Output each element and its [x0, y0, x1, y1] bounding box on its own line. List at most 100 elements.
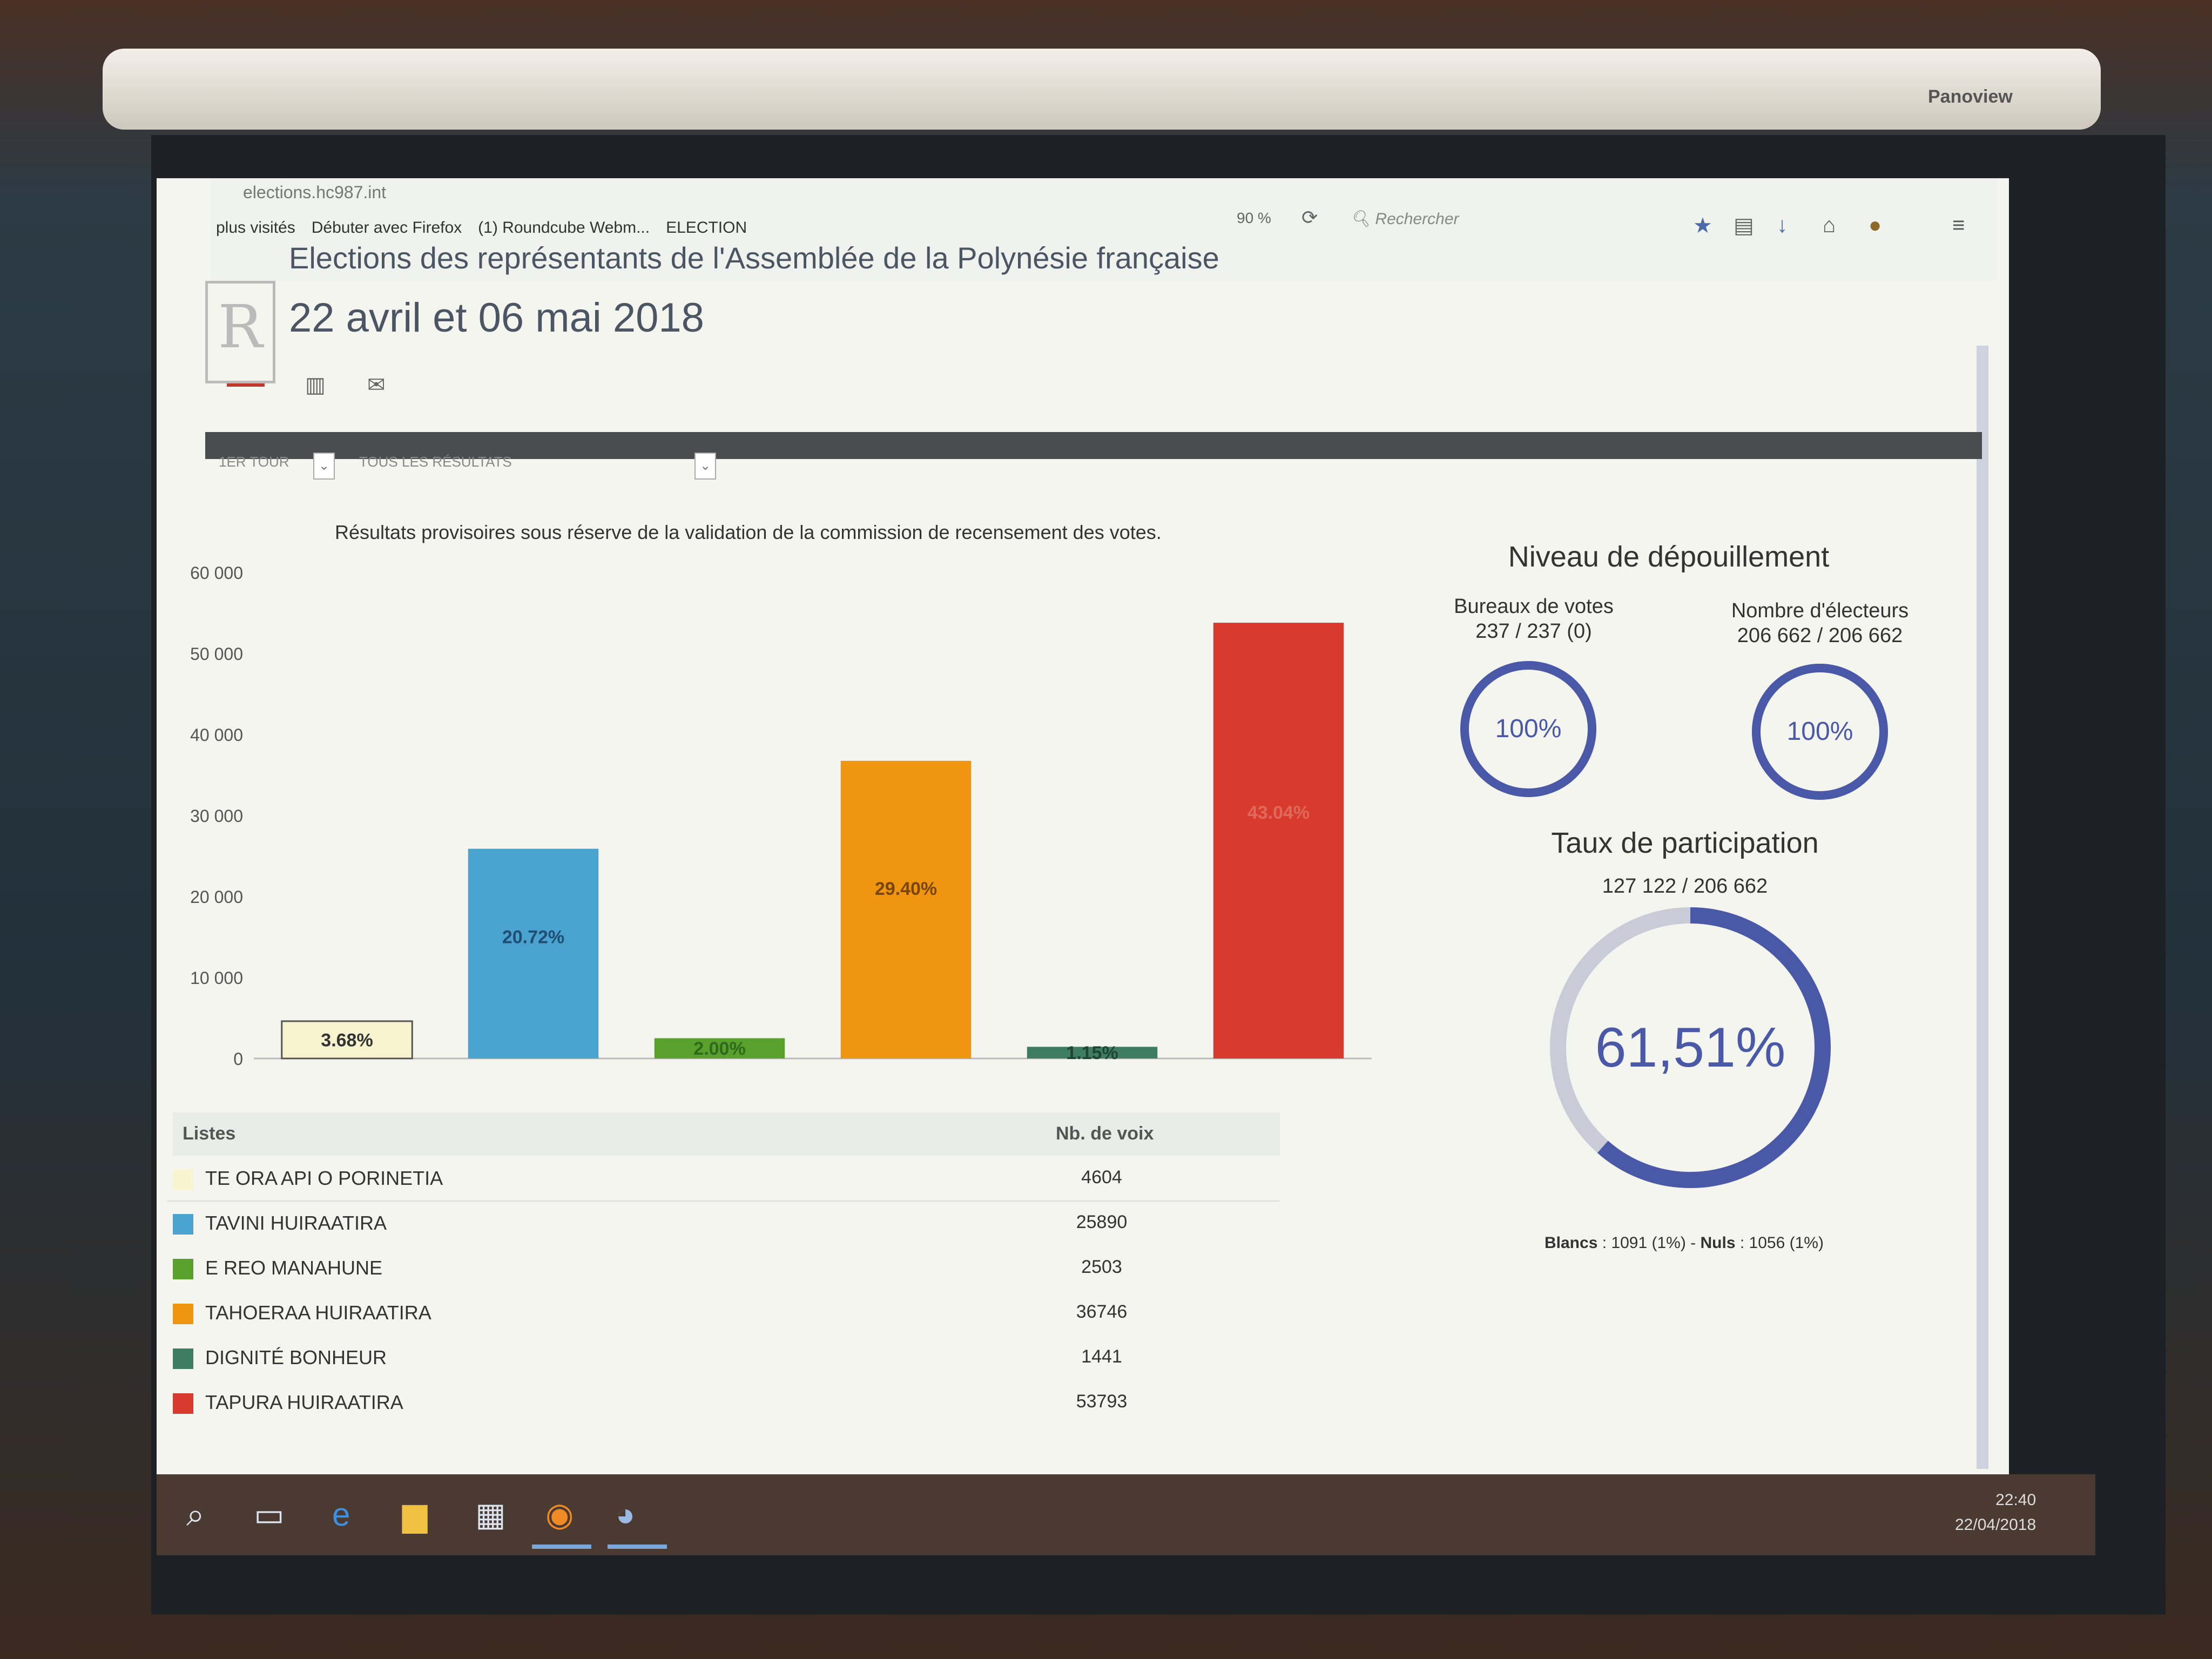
list-name: DIGNITÉ BONHEUR: [205, 1346, 387, 1368]
bar-data-label: 1.15%: [1066, 1043, 1118, 1063]
table-row[interactable]: E REO MANAHUNE 2503: [167, 1247, 1280, 1290]
projector-brand: Panoview: [1928, 86, 2013, 107]
results-dropdown-icon[interactable]: ⌄: [694, 453, 716, 480]
electeurs-block: Nombre d'électeurs 206 662 / 206 662: [1707, 598, 1933, 648]
bar-data-label: 43.04%: [1247, 802, 1310, 823]
bar[interactable]: [468, 848, 599, 1058]
blancs-value: : 1091 (1%) -: [1602, 1234, 1696, 1252]
zoom-level[interactable]: 90 %: [1237, 210, 1271, 226]
store-icon[interactable]: ▦: [475, 1496, 506, 1533]
round-dropdown-icon[interactable]: ⌄: [313, 453, 335, 480]
download-icon[interactable]: ↓: [1777, 213, 1788, 237]
provisional-results-notice: Résultats provisoires sous réserve de la…: [335, 521, 1162, 543]
participation-value: 127 122 / 206 662: [1602, 875, 1768, 898]
active-app-indicator: [532, 1545, 591, 1549]
bar[interactable]: [281, 1020, 413, 1060]
bookmark-item[interactable]: ELECTION: [666, 219, 747, 237]
task-view-icon[interactable]: ▭: [254, 1496, 285, 1533]
y-tick-label: 60 000: [190, 563, 243, 583]
color-swatch: [173, 1393, 193, 1414]
bureaux-label: Bureaux de votes: [1454, 595, 1614, 618]
clock-time: 22:40: [1995, 1491, 2036, 1509]
bureaux-pct: 100%: [1495, 714, 1562, 743]
y-tick-label: 50 000: [190, 644, 243, 664]
color-swatch: [173, 1259, 193, 1279]
library-icon[interactable]: ▤: [1734, 214, 1754, 238]
mail-app-icon[interactable]: ◕: [616, 1496, 636, 1533]
logo: R: [205, 281, 275, 383]
electeurs-label: Nombre d'électeurs: [1731, 599, 1909, 622]
edge-icon[interactable]: e: [332, 1496, 350, 1533]
list-name: TAVINI HUIRAATIRA: [205, 1212, 387, 1234]
bookmark-item[interactable]: Débuter avec Firefox: [311, 219, 462, 237]
bookmark-star-icon[interactable]: ★: [1693, 214, 1712, 238]
participation-pct: 61,51%: [1595, 1016, 1786, 1079]
bookmarks-bar: plus visités Débuter avec Firefox (1) Ro…: [216, 219, 747, 237]
vote-count: 36746: [1076, 1301, 1128, 1322]
col-header-votes: Nb. de voix: [1056, 1123, 1154, 1144]
home-icon[interactable]: ⌂: [1823, 213, 1836, 237]
table-row[interactable]: TAPURA HUIRAATIRA 53793: [167, 1381, 1280, 1425]
bar-data-label: 20.72%: [502, 927, 564, 947]
bar[interactable]: [1213, 623, 1344, 1058]
results-bar-chart: 0 10 000 20 000 30 000 40 000 50 000 60 000 3.6…: [190, 563, 1372, 1069]
scrollbar[interactable]: [1977, 346, 1988, 1469]
reload-icon[interactable]: ⟳: [1301, 206, 1318, 228]
folder-icon[interactable]: ▆: [402, 1496, 428, 1533]
color-swatch: [173, 1304, 193, 1324]
y-tick-label: 0: [233, 1049, 243, 1069]
nuls-value: : 1056 (1%): [1739, 1234, 1824, 1252]
search-icon[interactable]: ⌕: [186, 1496, 205, 1533]
logo-underline: [227, 383, 265, 387]
running-app-indicator: [608, 1545, 667, 1549]
search-placeholder: Rechercher: [1375, 210, 1459, 228]
firefox-icon[interactable]: ◉: [545, 1496, 574, 1533]
color-swatch: [173, 1348, 193, 1369]
ring-fill: [1460, 661, 1596, 797]
participation-gauge: 61,51%: [1550, 907, 1831, 1188]
bar-data-label: 29.40%: [875, 879, 937, 899]
search-input[interactable]: 🔍︎ Rechercher: [1350, 210, 1459, 228]
col-header-listes: Listes: [183, 1123, 236, 1144]
table-row[interactable]: DIGNITÉ BONHEUR 1441: [167, 1337, 1280, 1380]
projector-screen-case: [103, 49, 2101, 130]
browser-toolbar: [211, 178, 1998, 281]
results-table-header: [173, 1112, 1280, 1156]
system-clock[interactable]: 22:40 22/04/2018: [1955, 1488, 2036, 1537]
page-date: 22 avril et 06 mai 2018: [289, 295, 704, 341]
chart-icon[interactable]: ▥: [305, 373, 326, 397]
bar[interactable]: [1027, 1047, 1158, 1058]
table-row[interactable]: TAVINI HUIRAATIRA 25890: [167, 1202, 1280, 1245]
bureaux-progress-ring: 100%: [1460, 661, 1596, 797]
vote-count: 1441: [1081, 1346, 1122, 1367]
taskbar: [157, 1474, 2095, 1555]
ring-fill: [1752, 664, 1888, 800]
bar[interactable]: [840, 760, 972, 1058]
results-filter-label: TOUS LES RÉSULTATS: [359, 454, 512, 470]
bookmark-item[interactable]: (1) Roundcube Webm...: [478, 219, 650, 237]
electeurs-value: 206 662 / 206 662: [1737, 624, 1903, 647]
header-divider: [205, 432, 1982, 459]
bar-data-label: 3.68%: [321, 1030, 373, 1050]
vote-count: 53793: [1076, 1391, 1128, 1412]
list-name: E REO MANAHUNE: [205, 1257, 383, 1279]
extension-icon[interactable]: ●: [1869, 213, 1882, 237]
table-row[interactable]: TE ORA API O PORINETIA 4604: [167, 1157, 1280, 1202]
electeurs-pct: 100%: [1787, 717, 1853, 746]
address-bar[interactable]: elections.hc987.int: [243, 183, 387, 202]
vote-count: 4604: [1081, 1167, 1122, 1188]
gauge-fill: [1550, 907, 1831, 1188]
menu-icon[interactable]: ≡: [1952, 213, 1965, 237]
browser-window: [157, 178, 2009, 1518]
list-name: TAPURA HUIRAATIRA: [205, 1391, 403, 1413]
vote-count: 25890: [1076, 1212, 1128, 1232]
round-filter-label: 1ER TOUR: [219, 454, 289, 470]
vote-count: 2503: [1081, 1257, 1122, 1277]
mail-icon[interactable]: ✉: [367, 373, 386, 397]
y-tick-label: 40 000: [190, 725, 243, 745]
table-row[interactable]: TAHOERAA HUIRAATIRA 36746: [167, 1292, 1280, 1335]
color-swatch: [173, 1169, 193, 1190]
bar[interactable]: [654, 1038, 785, 1058]
bookmark-item[interactable]: plus visités: [216, 219, 295, 237]
participation-title: Taux de participation: [1551, 827, 1819, 859]
